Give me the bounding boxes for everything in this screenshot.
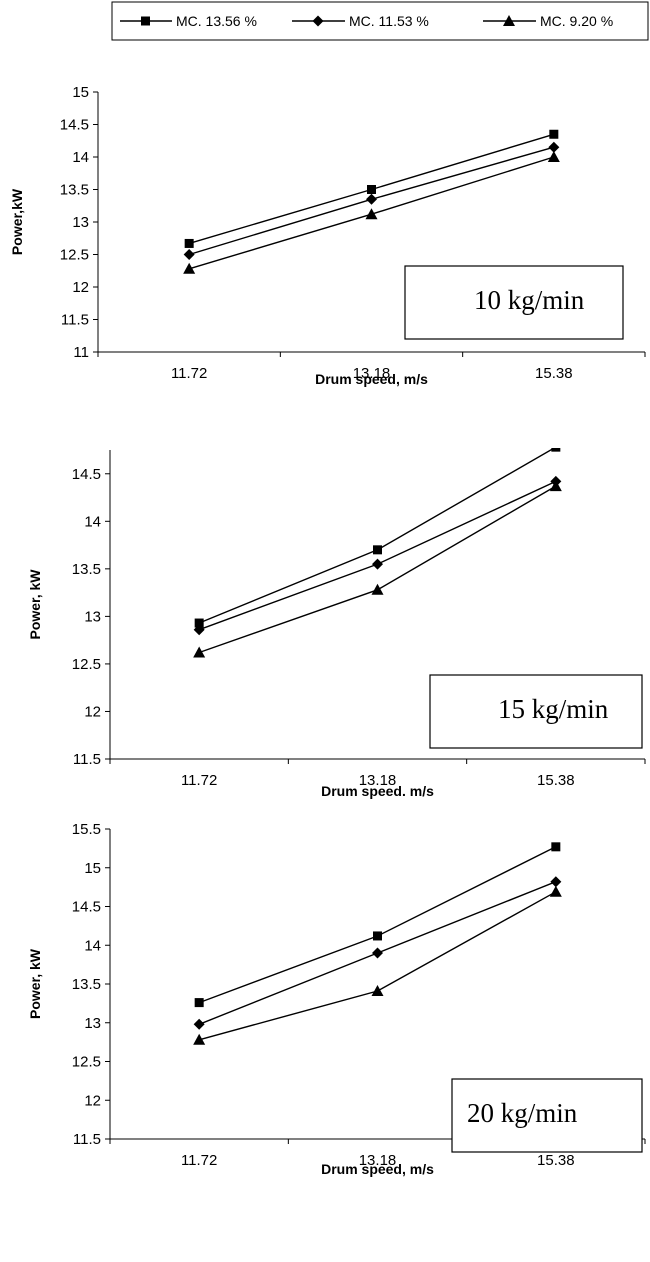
chart-3-y-tick-label: 12.5 — [72, 1054, 101, 1071]
chart-1-series-1-point — [184, 238, 194, 248]
chart-panel-2: 11.5 12 12.5 13 13.5 14 14.5 11.72 13.18 15.38 Dru… — [27, 448, 646, 799]
chart-3-series-1-point — [194, 998, 204, 1008]
chart-2-series-1-point — [551, 448, 561, 452]
chart-3-box-label: 20 kg/min — [467, 1098, 578, 1128]
chart-1-series-3-point — [365, 208, 378, 220]
chart-1-series-1-point — [367, 185, 376, 194]
chart-2-series-3-point — [193, 646, 206, 658]
chart-3-series-3-point — [549, 885, 562, 897]
chart-2-x-tick-label: 11.72 — [181, 772, 217, 789]
chart-2-x-tick-label: 15.38 — [537, 772, 575, 789]
legend-item-3: MC. 9.20 % — [483, 13, 613, 29]
chart-1-y-axis-label: Power,kW — [9, 188, 25, 255]
chart-2-series-2-point — [193, 624, 205, 636]
chart-1-series-3-point — [547, 151, 560, 162]
chart-3-y-tick-label: 14.5 — [72, 899, 101, 916]
chart-panel-3: 11.5 12 12.5 13 13.5 14 14.5 15 15.5 11.72 13.18 15… — [27, 821, 646, 1177]
chart-1-series-2-point — [183, 249, 195, 260]
chart-2-series-1-line — [198, 448, 556, 624]
chart-2-x-axis-label: Drum speed. m/s — [321, 783, 434, 799]
chart-1-y-tick-label: 13.5 — [60, 182, 89, 199]
chart-1-series-3-point — [183, 262, 196, 274]
chart-1-x-axis-label: Drum speed, m/s — [315, 371, 428, 387]
chart-3-series-3-point — [193, 1033, 206, 1045]
chart-2-y-tick-label: 12.5 — [72, 656, 101, 673]
diamond-icon — [312, 15, 324, 27]
legend-frame — [111, 1, 649, 41]
legend-item-2: MC. 11.53 % — [292, 13, 429, 29]
chart-3-label-box — [451, 1078, 643, 1153]
chart-3-series-1-point — [373, 931, 382, 941]
chart-2-series-2-line — [198, 480, 557, 631]
triangle-icon — [503, 15, 515, 26]
chart-1-y-tick-label: 12 — [72, 279, 89, 296]
chart-3-y-tick-label: 13.5 — [72, 976, 101, 993]
legend-label-2: MC. 11.53 % — [349, 13, 429, 29]
chart-2-y-tick-label: 13.5 — [72, 561, 101, 578]
chart-2-y-axis-label: Power, kW — [27, 569, 43, 640]
chart-2-y-tick-label: 13 — [84, 608, 101, 625]
chart-3-marks: 11.5 12 12.5 13 13.5 14 14.5 15 15.5 11.72 13.18 15… — [27, 821, 646, 1177]
chart-3-y-tick-label: 12 — [84, 1092, 101, 1109]
chart-2-y-tick-label: 14.5 — [72, 466, 101, 483]
chart-2-x-tick-label: 13.18 — [359, 772, 397, 789]
chart-1-label-box — [404, 265, 624, 340]
chart-3-y-axis-label: Power, kW — [27, 948, 43, 1019]
chart-2-plot-area — [193, 448, 562, 658]
chart-3-series-2-point — [372, 947, 383, 959]
chart-2-series-1-point — [194, 618, 204, 628]
chart-2-series-3-point — [371, 583, 384, 595]
chart-1-series-2-point — [366, 193, 377, 205]
legend-label-3: MC. 9.20 % — [540, 13, 613, 29]
chart-1-y-tick-label: 14 — [72, 149, 89, 166]
legend-item-1: MC. 13.56 % — [120, 13, 257, 29]
chart-3-y-tick-label: 15 — [84, 860, 101, 877]
chart-1-box-label: 10 kg/min — [474, 285, 585, 315]
chart-3-series-1-point — [551, 842, 561, 852]
chart-1-plot-area — [183, 129, 560, 274]
chart-1-x-tick-label: 11.72 — [171, 365, 207, 382]
chart-1-x-tick-label: 15.38 — [535, 365, 573, 382]
chart-1-y-tick-label: 14.5 — [60, 117, 89, 134]
chart-3-x-tick-label: 13.18 — [359, 1152, 397, 1169]
chart-3-x-tick-label: 15.38 — [537, 1152, 575, 1169]
chart-3-y-tick-label: 14 — [84, 937, 101, 954]
chart-1-y-tick-label: 15 — [72, 84, 89, 101]
chart-1-series-1-point — [549, 129, 559, 139]
legend: MC. 13.56 % MC. 11.53 % MC. 9.20 % — [111, 1, 649, 41]
chart-3-series-1-line — [198, 846, 557, 1004]
chart-1-y-tick-label: 12.5 — [60, 247, 89, 264]
chart-3-y-tick-label: 11.5 — [73, 1131, 101, 1148]
chart-2-y-tick-label: 14 — [84, 513, 101, 530]
chart-3-x-tick-label: 11.72 — [181, 1152, 217, 1169]
chart-2-marks: 11.5 12 12.5 13 13.5 14 14.5 11.72 13.18 15.38 Dru… — [27, 448, 646, 799]
chart-3-series-3-point — [371, 984, 384, 996]
chart-1-series-2-point — [548, 141, 560, 153]
legend-label-1: MC. 13.56 % — [176, 13, 257, 29]
chart-3-y-tick-label: 13 — [84, 1015, 101, 1032]
chart-2-box-label: 15 kg/min — [498, 694, 609, 724]
square-icon — [141, 16, 150, 26]
chart-panel-1: 11 11.5 12 12.5 13 13.5 14 14.5 15 11.72 13.18 15.3… — [9, 84, 646, 387]
chart-3-series-2-point — [193, 1018, 205, 1030]
chart-1-y-tick-label: 13 — [72, 214, 89, 231]
chart-1-y-tick-label: 11.5 — [61, 312, 89, 329]
chart-3-series-2-point — [550, 876, 562, 888]
chart-2-y-tick-label: 11.5 — [73, 751, 101, 768]
chart-2-y-tick-label: 12 — [84, 703, 101, 720]
chart-2-series-1-point — [373, 545, 382, 555]
chart-3-y-tick-label: 15.5 — [72, 821, 101, 838]
chart-1-marks: 11 11.5 12 12.5 13 13.5 14 14.5 15 11.72 13.18 15.3… — [9, 84, 646, 387]
chart-2-series-2-point — [372, 558, 383, 570]
chart-3-x-axis-label: Drum speed, m/s — [321, 1161, 434, 1177]
chart-3-series-3-line — [199, 891, 557, 1041]
chart-1-x-tick-label: 13.18 — [353, 365, 391, 382]
chart-3-plot-area — [193, 842, 562, 1045]
chart-1-y-tick-label: 11 — [73, 344, 89, 361]
chart-2-label-box — [429, 674, 643, 749]
chart-2-series-3-point — [549, 480, 562, 492]
